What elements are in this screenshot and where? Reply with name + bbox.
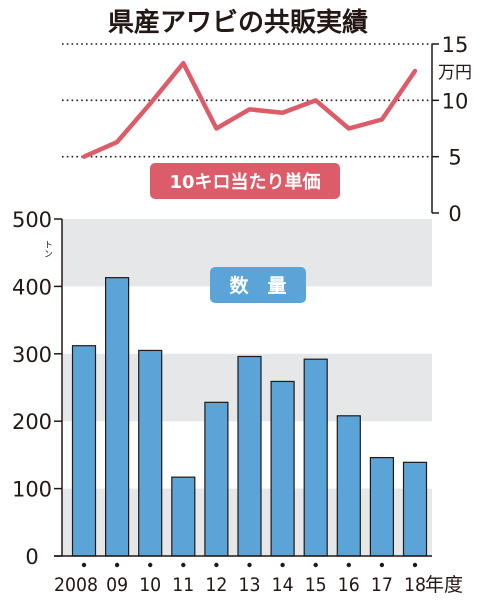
x-axis-dot (346, 562, 351, 568)
price-tick-label: 15 (442, 33, 469, 57)
volume-tick-labels: 0 100 200 300 400 500 (12, 208, 52, 569)
price-axis (431, 43, 439, 214)
price-legend-box (150, 163, 340, 199)
volume-bar (336, 415, 361, 557)
volume-bar (171, 476, 196, 557)
x-axis-dots (81, 562, 418, 568)
x-axis-unit-label: 年度 (425, 574, 463, 596)
x-axis-label: 14 (272, 574, 294, 596)
x-axis-label: 13 (239, 574, 261, 596)
x-axis-dot (114, 562, 120, 568)
x-axis-label: 10 (139, 574, 161, 596)
volume-bar (237, 355, 262, 557)
chart-title: 県産アワビの共販実績 (108, 7, 368, 38)
x-axis-dot (214, 562, 219, 568)
price-tick-labels: 0 5 10 15 (442, 33, 469, 226)
x-axis-label: 12 (205, 574, 227, 596)
volume-tick-label: 300 (12, 343, 52, 367)
volume-bar (204, 401, 229, 557)
x-axis-label: 09 (106, 574, 128, 596)
x-axis-label: 17 (371, 574, 393, 596)
x-axis-label: 11 (172, 574, 194, 596)
volume-bar (402, 461, 428, 557)
x-axis-dot (412, 562, 418, 568)
volume-bar (270, 380, 295, 557)
price-tick-label: 10 (442, 89, 469, 113)
x-axis-dot (81, 562, 87, 568)
x-axis-labels: 2008 09 10 11 12 13 14 15 16 17 18 (54, 574, 426, 596)
volume-axis (54, 218, 432, 557)
x-axis-dot (280, 562, 285, 568)
x-axis-label: 2008 (54, 574, 98, 596)
x-axis-label: 15 (305, 574, 327, 596)
x-axis-dot (379, 562, 385, 568)
volume-tick-label: 0 (25, 545, 38, 569)
volume-tick-label: 100 (12, 478, 52, 502)
x-axis-label: 18 (404, 574, 426, 596)
volume-tick-label: 400 (12, 275, 52, 299)
x-axis-dot (313, 562, 318, 568)
volume-tick-label: 200 (12, 410, 52, 434)
volume-tick-label: 500 (12, 208, 52, 232)
volume-bar (138, 349, 163, 557)
volume-legend-label: 数 量 (229, 274, 286, 297)
volume-bar (303, 358, 328, 557)
x-axis-dot (148, 562, 153, 568)
x-axis-dot (247, 562, 252, 568)
price-gridlines (62, 43, 432, 158)
price-legend-label: 10キロ当たり単価 (169, 171, 320, 193)
volume-bar (369, 456, 394, 557)
volume-bar (104, 277, 130, 557)
price-tick-label: 5 (448, 146, 461, 170)
price-unit-label: 万円 (438, 63, 472, 83)
x-axis-label: 16 (338, 574, 360, 596)
volume-legend: 数 量 (210, 267, 306, 303)
volume-bar (71, 345, 97, 557)
volume-legend-box (210, 267, 306, 303)
price-tick-label: 0 (448, 202, 461, 226)
volume-unit-label: トン (42, 240, 52, 258)
price-line (81, 60, 418, 159)
volume-bars (71, 277, 428, 557)
x-axis-dot (181, 562, 186, 568)
price-legend: 10キロ当たり単価 (150, 163, 340, 199)
